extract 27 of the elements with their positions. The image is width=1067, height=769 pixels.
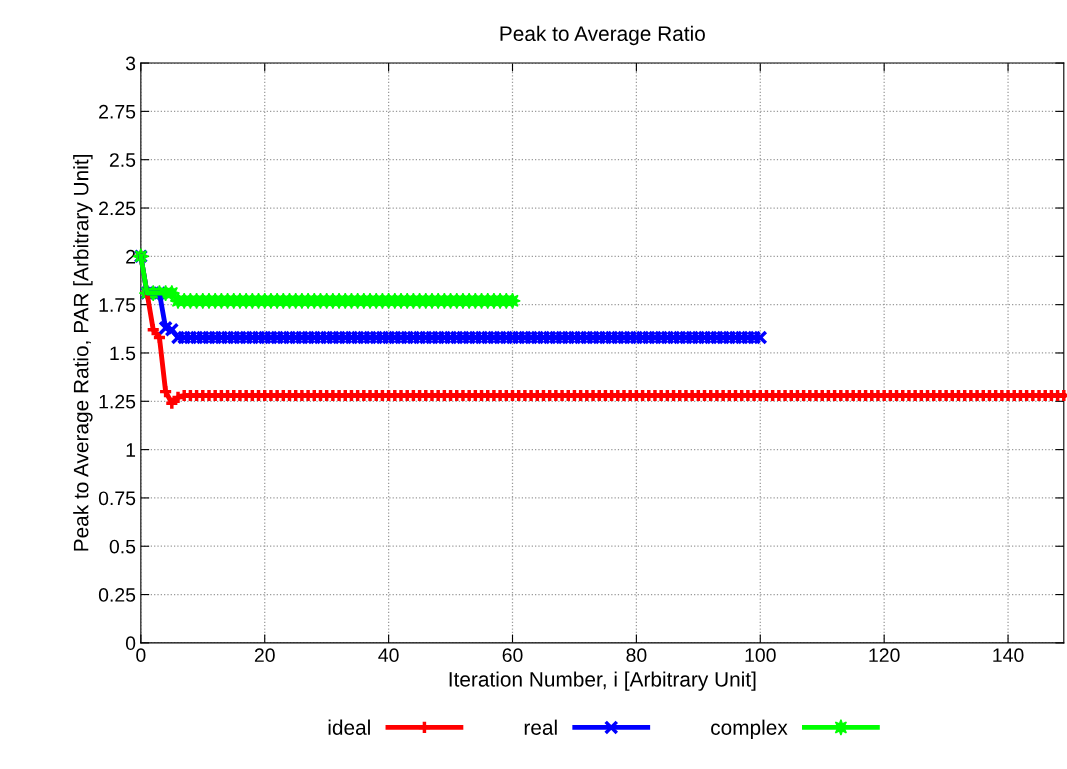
x-tick-label: 0 (136, 648, 146, 663)
y-tick-label: 1.25 (99, 394, 136, 409)
y-tick-label: 2 (126, 249, 136, 264)
y-tick-label: 0.25 (98, 588, 136, 602)
y-tick-label: 2.5 (109, 153, 136, 167)
chart-title: Peak to Average Ratio (500, 25, 705, 46)
legend-label: ideal (328, 719, 370, 735)
x-axis-title: Iteration Number, i [Arbitrary Unit] (449, 671, 756, 691)
x-tick-label: 100 (745, 648, 776, 663)
x-tick-label: 140 (993, 648, 1024, 663)
y-tick-label: 0 (125, 636, 136, 651)
legend-label: complex (711, 719, 788, 740)
x-tick-label: 20 (254, 648, 275, 663)
y-tick-label: 1.5 (110, 346, 136, 361)
x-tick-label: 60 (502, 648, 523, 663)
x-tick-label: 40 (378, 648, 399, 663)
y-tick-label: 1.75 (99, 298, 136, 312)
y-tick-label: 2.25 (99, 201, 136, 216)
y-tick-label: 3 (125, 56, 136, 71)
x-tick-label: 120 (869, 648, 900, 663)
y-axis-title: Peak to Average Ratio, PAR [Arbitrary Unit] (73, 155, 93, 551)
y-tick-label: 1 (126, 443, 136, 457)
y-tick-label: 0.75 (98, 491, 136, 506)
legend-label: real (524, 719, 557, 735)
y-tick-label: 0.5 (109, 539, 136, 554)
y-tick-label: 2.75 (99, 104, 136, 119)
x-tick-label: 80 (626, 648, 647, 663)
